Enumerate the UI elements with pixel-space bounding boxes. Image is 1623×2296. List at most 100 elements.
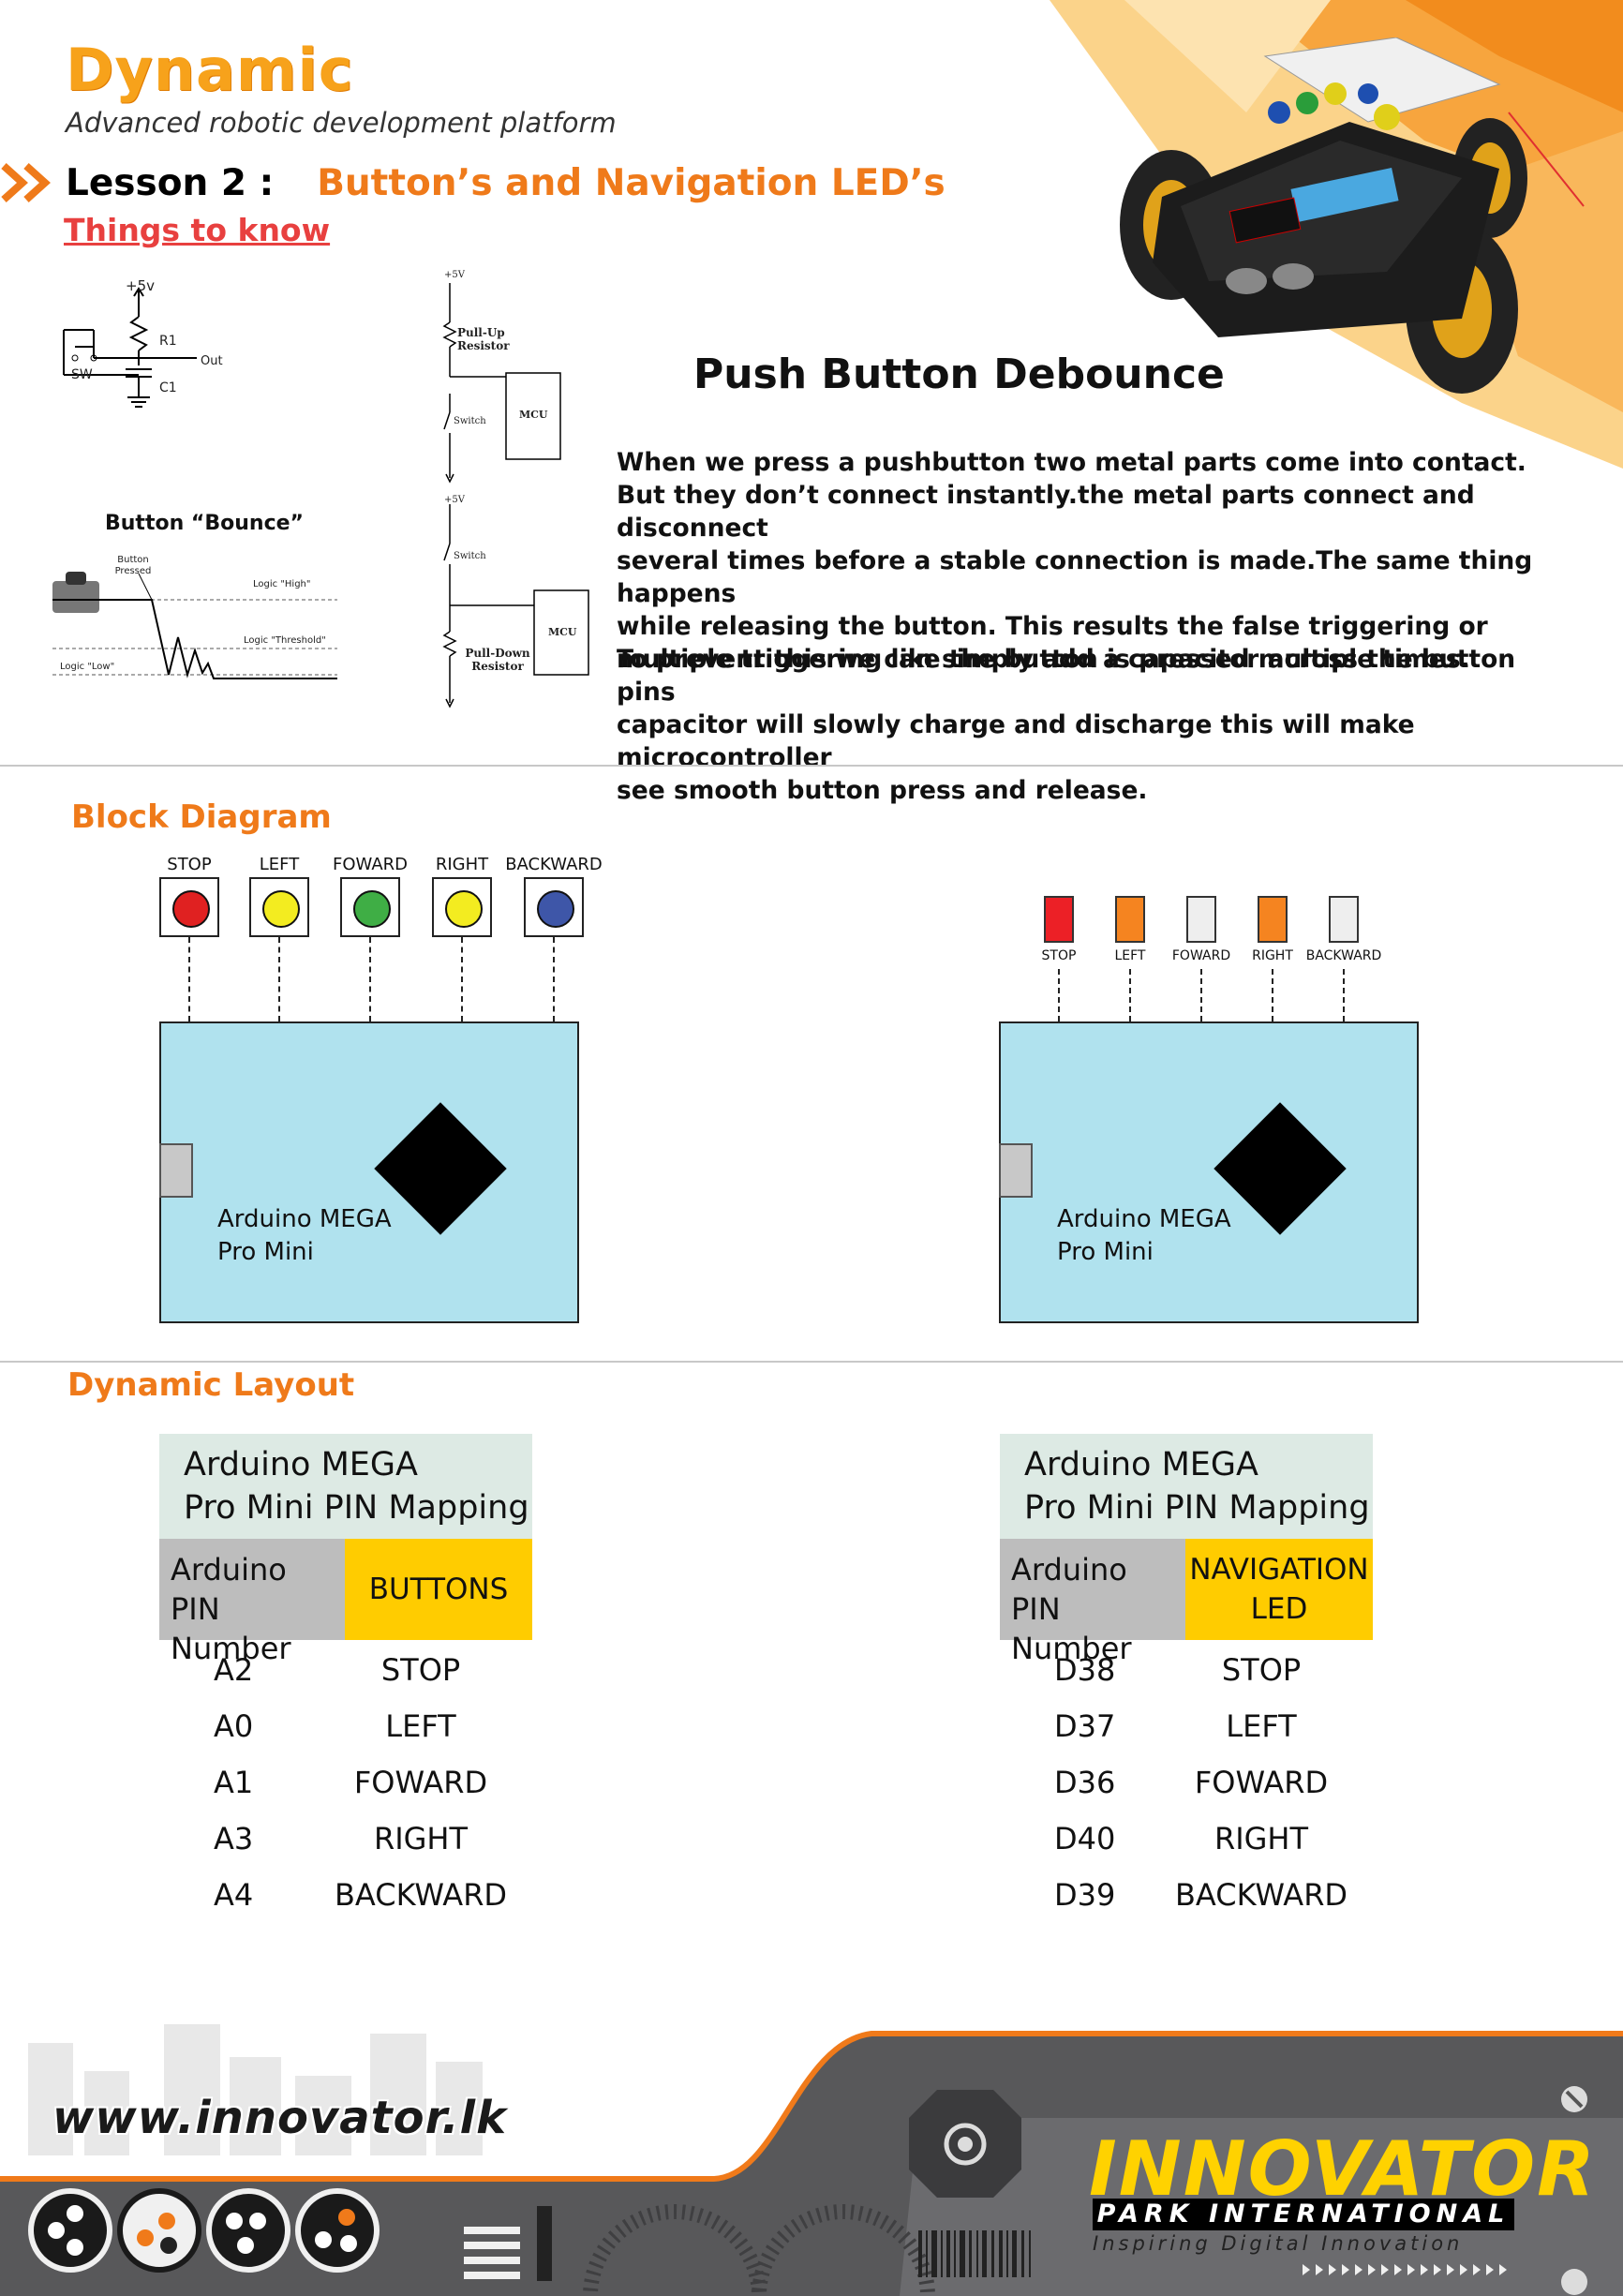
debounce-title: Push Button Debounce [693,350,1225,398]
pulldown-switch-label: Switch [454,551,486,561]
function-cell: BACKWARD [334,1877,508,1913]
rc-r1-label: R1 [159,334,177,349]
rc-debounce-schematic [63,287,197,408]
button-label: RIGHT [435,855,489,874]
pin-cell: D38 [1054,1652,1116,1688]
rc-c1-label: C1 [159,380,177,395]
function-cell: LEFT [385,1708,456,1744]
button-label: STOP [167,855,212,874]
pullup-resistor-label: Pull-Up Resistor [457,326,510,352]
table-row: D40 RIGHT [1000,1811,1373,1867]
pulldown-mcu-label: MCU [548,626,577,638]
pulldown-resistor-label: Pull-Down Resistor [465,647,530,673]
robot-car-image [1120,37,1585,394]
pin-header-line-2: PIN Number [1011,1591,1132,1666]
table-header: Arduino MEGA Pro Mini PIN Mapping [159,1434,532,1539]
button-cap [262,890,300,928]
lesson-number: Lesson 2 : [66,161,275,204]
brand-logo-text: Dynamic [66,36,354,104]
table-row: A1 FOWARD [159,1754,532,1811]
usb-connector [159,1143,193,1198]
led-label: BACKWARD [1305,948,1382,963]
led-label: LEFT [1114,948,1146,963]
kind-header-line-1: NAVIGATION [1189,1553,1369,1587]
navigation-led-column-header: NAVIGATION LED [1185,1539,1373,1640]
wire [1129,969,1131,1021]
buttons-column-header: BUTTONS [345,1539,532,1640]
park-international-label: PARK INTERNATIONAL [1093,2199,1514,2230]
function-cell: LEFT [1226,1708,1297,1744]
arduino-board-buttons: Arduino MEGA Pro Mini [159,1021,579,1323]
push-button-backward [524,877,584,937]
table-row: A4 BACKWARD [159,1867,532,1923]
table-header-line-2: Pro Mini PIN Mapping [184,1489,529,1527]
button-bounce-title: Button “Bounce” [105,512,304,535]
website-link[interactable]: www.innovator.lk [52,2092,508,2144]
things-to-know-heading: Things to know [64,212,331,248]
pin-cell: D36 [1054,1765,1116,1800]
rc-plus-label: +5v [126,277,155,294]
table-header-line-1: Arduino MEGA [1024,1446,1258,1483]
text-line: capacitor will slowly charge and dischar… [617,710,1415,772]
table-header: Arduino MEGA Pro Mini PIN Mapping [1000,1434,1373,1539]
text-line: multiple triggering like the button is p… [617,645,1470,674]
rc-sw-label: SW [71,367,93,382]
table-row: A2 STOP [159,1642,532,1698]
table-row: A3 RIGHT [159,1811,532,1867]
pin-cell: A1 [214,1765,254,1800]
table-row: A0 LEFT [159,1698,532,1754]
led-label: FOWARD [1171,948,1231,963]
table-row: D36 FOWARD [1000,1754,1373,1811]
pull-resistor-schematic [442,283,589,708]
pin-number-column-header: Arduino PIN Number [1000,1539,1185,1666]
pulldown-voltage-label: +5V [444,495,465,505]
board-label-line-2: Pro Mini [1057,1238,1154,1266]
push-button-foward [340,877,400,937]
function-cell: FOWARD [1194,1765,1329,1800]
pin-cell: D40 [1054,1821,1116,1856]
text-line: To prevent this we can simply add a capa… [617,645,1516,707]
led-right [1258,896,1288,943]
function-cell: RIGHT [1214,1821,1309,1856]
section-divider [0,765,1623,767]
debounce-paragraph-1: When we press a pushbutton two metal par… [617,446,1582,676]
function-cell: STOP [380,1652,461,1688]
wire [278,937,280,1021]
table-row: D37 LEFT [1000,1698,1373,1754]
push-button-left [249,877,309,937]
leds-pin-table: Arduino MEGA Pro Mini PIN Mapping Arduin… [1000,1434,1373,1923]
led-left [1115,896,1145,943]
pullup-mcu-label: MCU [519,409,548,421]
wire [369,937,371,1021]
pin-cell: D37 [1054,1708,1116,1744]
pin-cell: A0 [214,1708,254,1744]
pin-cell: A4 [214,1877,254,1913]
chevron-arrows-icon [1,163,51,202]
logic-threshold-label: Logic "Threshold" [244,635,326,646]
table-row: D38 STOP [1000,1642,1373,1698]
led-label: STOP [1041,948,1077,963]
wire [1058,969,1060,1021]
pin-cell: A2 [214,1652,254,1688]
wire [1343,969,1345,1021]
function-cell: BACKWARD [1174,1877,1348,1913]
board-label: Arduino MEGA Pro Mini [1057,1203,1231,1269]
button-label: FOWARD [332,855,408,874]
table-header-line-2: Pro Mini PIN Mapping [1024,1489,1370,1527]
wire [553,937,555,1021]
wire [188,937,190,1021]
pullup-switch-label: Switch [454,416,486,426]
lesson-title: Button’s and Navigation LED’s [317,161,946,204]
pin-header-line-1: Arduino [1011,1552,1127,1588]
microcontroller-chip [1214,1102,1347,1235]
text-line: When we press a pushbutton two metal par… [617,448,1526,477]
led-backward [1329,896,1359,943]
button-label: LEFT [259,855,300,874]
function-cell: STOP [1221,1652,1302,1688]
rc-out-label: Out [201,354,223,368]
text-line: while releasing the button. This results… [617,612,1488,641]
microcontroller-chip [374,1102,507,1235]
led-label: RIGHT [1252,948,1293,963]
pullup-voltage-label: +5V [444,270,465,280]
table-header-line-1: Arduino MEGA [184,1446,418,1483]
